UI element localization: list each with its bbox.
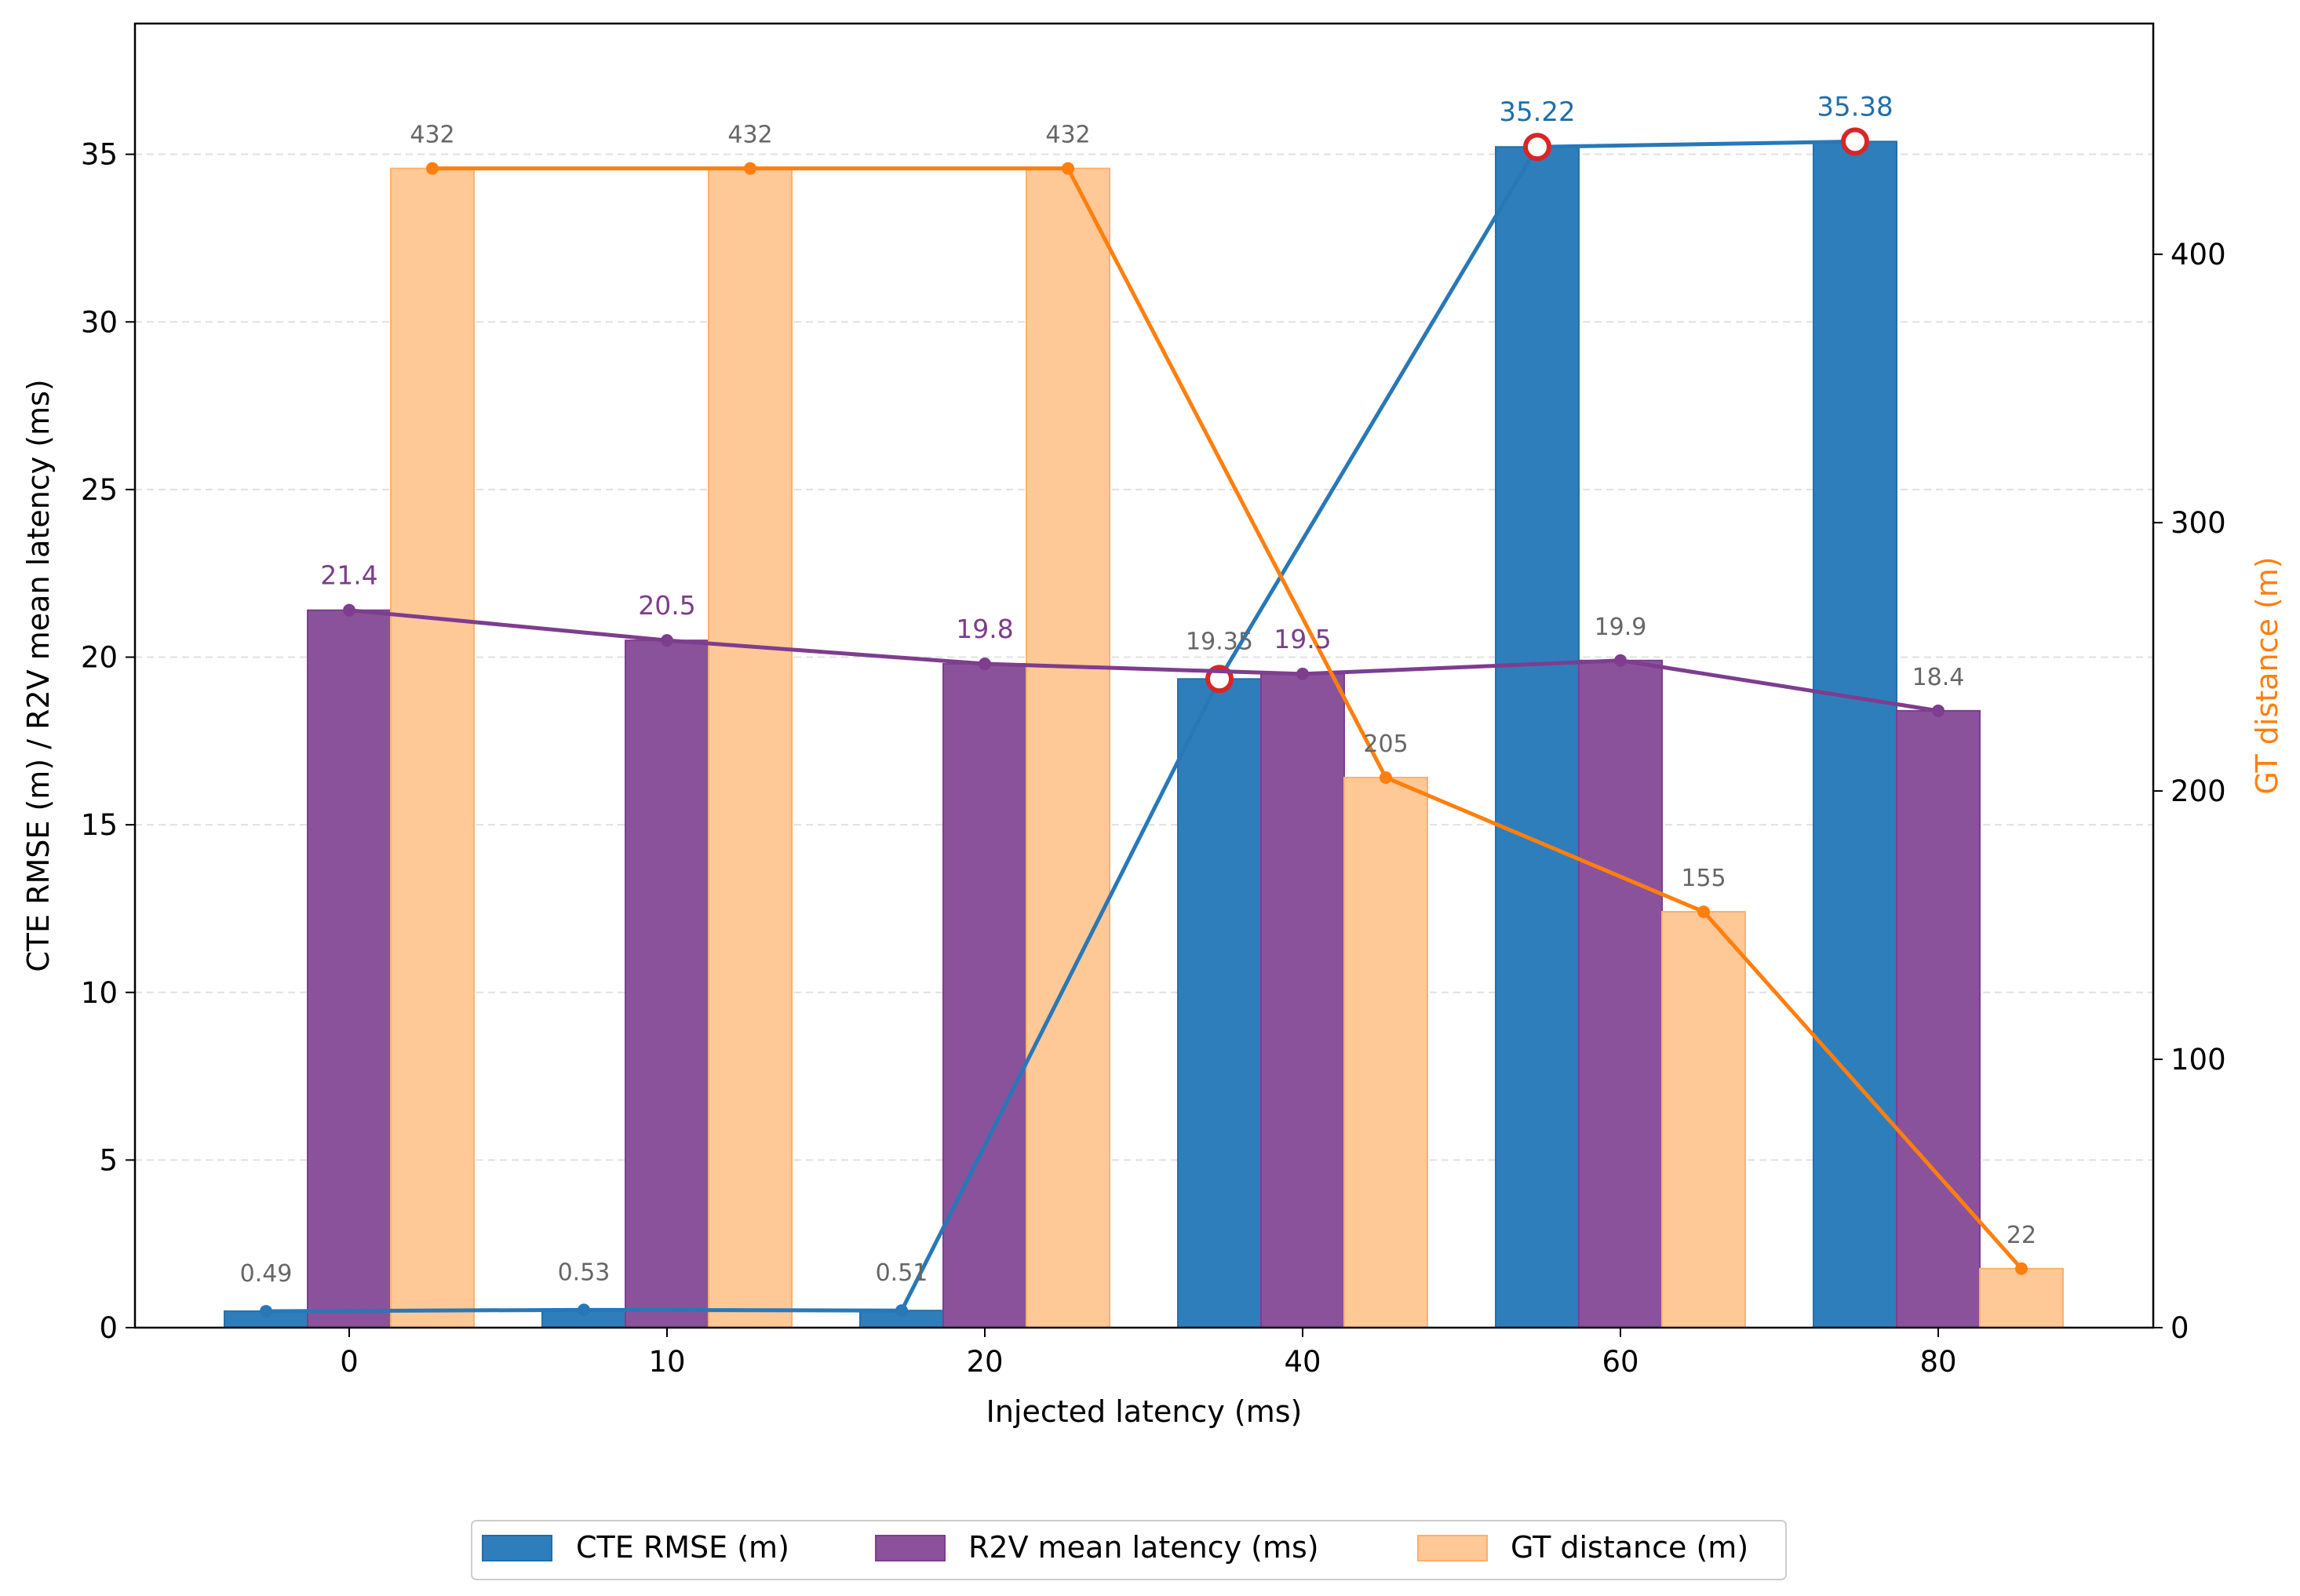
y-tick-label-right: 0	[2171, 1311, 2189, 1345]
line-cte	[265, 139, 1856, 1314]
highlight-marker	[1523, 133, 1551, 162]
point-marker	[744, 162, 756, 175]
point-marker	[578, 1303, 590, 1317]
point-marker	[1062, 162, 1074, 175]
y-tick-label-left: 10	[81, 976, 118, 1010]
data-label-cte: 0.51	[876, 1259, 928, 1287]
y-tick-label-left: 15	[81, 808, 118, 842]
plot-frame	[133, 22, 2155, 1329]
x-tick-label: 20	[966, 1345, 1003, 1379]
highlight-marker	[1841, 127, 1869, 156]
data-label-gt: 205	[1363, 731, 1408, 758]
data-label-gt: 432	[410, 122, 454, 149]
line-r2v	[348, 608, 1939, 713]
line-gt	[432, 166, 2023, 1270]
data-label-cte: 35.38	[1817, 91, 1893, 122]
point-marker	[895, 1304, 908, 1317]
bar-r2v	[1578, 659, 1663, 1328]
x-tick-label: 40	[1284, 1345, 1321, 1379]
point-marker	[343, 603, 355, 617]
data-label-r2v: 18.4	[1912, 664, 1965, 691]
point-marker	[1932, 704, 1945, 717]
bar-gt	[1979, 1267, 2064, 1328]
data-label-r2v: 20.5	[638, 590, 695, 621]
legend: CTE RMSE (m) R2V mean latency (ms) GT di…	[471, 1520, 1787, 1580]
bar-r2v	[1896, 709, 1981, 1328]
point-marker	[2015, 1262, 2028, 1275]
bar-gt	[708, 167, 793, 1329]
bar-r2v	[307, 609, 392, 1328]
y-tick-label-left: 0	[99, 1311, 118, 1345]
y-tick-label-right: 200	[2171, 774, 2226, 808]
y-tick-label-left: 30	[81, 305, 118, 339]
data-label-cte: 19.35	[1186, 628, 1253, 655]
x-tick-label: 0	[340, 1345, 359, 1379]
data-label-cte: 0.53	[558, 1259, 611, 1286]
bar-r2v	[1260, 672, 1345, 1328]
bar-r2v	[625, 639, 709, 1328]
y-tick-label-right: 300	[2171, 506, 2226, 540]
point-marker	[661, 634, 673, 647]
point-marker	[1697, 905, 1710, 918]
y-tick-label-left: 20	[81, 641, 118, 675]
y-tick-label-right: 400	[2171, 238, 2226, 271]
bar-gt	[1026, 167, 1110, 1329]
x-tick-label: 60	[1602, 1345, 1638, 1379]
data-label-gt: 432	[727, 122, 772, 149]
data-label-gt: 155	[1681, 865, 1726, 892]
point-marker	[979, 658, 991, 671]
data-labels: 0.49 0.53 0.51 19.35 35.22 35.38 21.4 20.5 19.8 1…	[240, 91, 2036, 1288]
legend-swatch-cte	[482, 1535, 552, 1561]
legend-swatch-r2v	[875, 1535, 946, 1561]
point-marker	[426, 162, 439, 175]
data-label-cte: 35.22	[1499, 97, 1575, 128]
y-tick-label-left: 5	[99, 1143, 118, 1177]
point-marker	[1380, 771, 1392, 784]
point-marker	[260, 1305, 272, 1318]
data-label-gt: 432	[1045, 122, 1090, 149]
y-axis-label-left: CTE RMSE (m) / R2V mean latency (ms)	[21, 379, 56, 972]
legend-label-gt: GT distance (m)	[1511, 1530, 1748, 1565]
point-marker	[1614, 654, 1627, 667]
series-lines	[260, 127, 2028, 1318]
legend-swatch-gt	[1417, 1535, 1488, 1561]
bar-r2v	[942, 663, 1027, 1328]
y-tick-label-left: 35	[81, 138, 118, 172]
y-tick-label-left: 25	[81, 473, 118, 507]
bar-cte	[1813, 140, 1897, 1329]
bars	[224, 140, 2064, 1329]
data-label-cte: 0.49	[240, 1260, 293, 1288]
bar-gt	[1343, 776, 1428, 1328]
data-label-gt: 22	[2007, 1222, 2036, 1249]
x-axis-label: Injected latency (ms)	[986, 1394, 1303, 1429]
legend-label-cte: CTE RMSE (m)	[576, 1530, 789, 1565]
x-tick-label: 80	[1919, 1345, 1956, 1379]
y-tick-label-right: 100	[2171, 1043, 2226, 1077]
data-label-r2v: 19.5	[1274, 624, 1331, 654]
data-label-r2v: 21.4	[320, 560, 377, 591]
bar-gt	[1661, 910, 1746, 1328]
y-axis-label-right: GT distance (m)	[2250, 556, 2284, 794]
data-label-r2v: 19.8	[956, 614, 1013, 644]
bar-cte	[1495, 146, 1580, 1328]
data-label-r2v: 19.9	[1595, 614, 1647, 641]
axes: 0 5 10 15 20 25 30 35 0 100 200 300 400 0 10 20 40 60 80	[81, 138, 2226, 1379]
bar-gt	[390, 167, 475, 1329]
x-tick-label: 10	[648, 1345, 685, 1379]
bar-cte	[1177, 678, 1262, 1328]
point-marker	[1296, 667, 1309, 680]
legend-label-r2v: R2V mean latency (ms)	[968, 1530, 1319, 1565]
